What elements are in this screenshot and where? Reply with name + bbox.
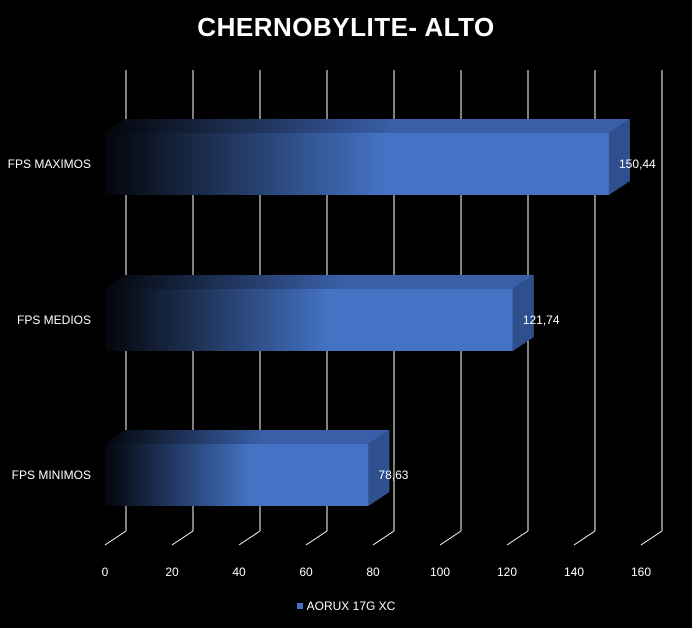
x-tick-label: 100 xyxy=(430,565,450,579)
bar-side-face xyxy=(512,275,534,351)
bar-side-face xyxy=(608,119,630,195)
data-label: 150,44 xyxy=(619,157,656,171)
category-label: FPS MEDIOS xyxy=(17,313,91,327)
gridline-floor xyxy=(573,530,596,546)
x-tick-label: 140 xyxy=(564,565,584,579)
category-label: FPS MAXIMOS xyxy=(8,157,91,171)
category-label: FPS MINIMOS xyxy=(12,468,91,482)
legend: AORUX 17G XC xyxy=(0,599,692,613)
bar-shade xyxy=(105,133,609,195)
x-tick-label: 80 xyxy=(366,565,380,579)
gridline-floor xyxy=(640,530,663,546)
x-tick-label: 160 xyxy=(631,565,651,579)
gridline-floor xyxy=(238,530,261,546)
data-label: 121,74 xyxy=(523,313,560,327)
x-tick-label: 20 xyxy=(165,565,179,579)
bar-shade xyxy=(105,289,513,351)
bar-shade-top xyxy=(105,119,630,133)
gridline-floor xyxy=(439,530,462,546)
x-tick-label: 120 xyxy=(497,565,517,579)
gridline-floor xyxy=(104,530,127,546)
gridline-floor xyxy=(506,530,529,546)
data-label: 78,63 xyxy=(378,468,408,482)
bars xyxy=(105,119,630,506)
bar-shade-top xyxy=(105,430,390,444)
gridline-floor xyxy=(305,530,328,546)
gridline-floor xyxy=(171,530,194,546)
legend-label: AORUX 17G XC xyxy=(306,599,396,613)
chart-title: CHERNOBYLITE- ALTO xyxy=(197,12,495,42)
bar-shade-top xyxy=(105,275,534,289)
bar-side-face xyxy=(368,430,390,506)
labels: 0 20 40 60 80 100 120 140 160 FPS MAXIMOS 150,44 FP… xyxy=(8,157,656,579)
bar-shade xyxy=(105,444,369,506)
x-tick-label: 40 xyxy=(232,565,246,579)
gridline-floor xyxy=(372,530,395,546)
x-tick-label: 0 xyxy=(102,565,109,579)
x-tick-label: 60 xyxy=(299,565,313,579)
legend-swatch xyxy=(296,603,303,609)
